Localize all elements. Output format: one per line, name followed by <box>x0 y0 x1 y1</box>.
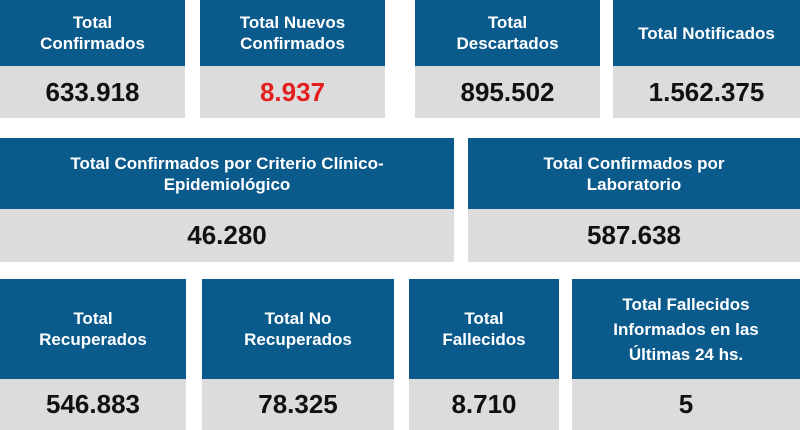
card-total-recuperados: Total Recuperados 546.883 <box>0 279 186 430</box>
card-confirmados-criterio-clinico: Total Confirmados por Criterio Clínico- … <box>0 138 454 262</box>
card-label: Total Recuperados <box>39 309 147 349</box>
card-header: Total Nuevos Confirmados <box>200 0 385 66</box>
card-value: 1.562.375 <box>613 66 800 118</box>
card-label: Total Fallecidos Informados en las Últim… <box>613 294 759 364</box>
card-header: Total Confirmados por Criterio Clínico- … <box>0 138 454 209</box>
card-fallecidos-ultimas-24hs: Total Fallecidos Informados en las Últim… <box>572 279 800 430</box>
card-header: Total No Recuperados <box>202 279 394 379</box>
card-total-descartados: Total Descartados 895.502 <box>415 0 600 118</box>
card-header: Total Fallecidos Informados en las Últim… <box>572 279 800 379</box>
card-header: Total Recuperados <box>0 279 186 379</box>
card-confirmados-laboratorio: Total Confirmados por Laboratorio 587.63… <box>468 138 800 262</box>
card-label: Total No Recuperados <box>244 309 352 349</box>
card-value: 587.638 <box>468 209 800 262</box>
card-value: 78.325 <box>202 379 394 430</box>
card-label: Total Confirmados <box>40 13 145 53</box>
card-label: Total Descartados <box>456 13 559 53</box>
card-value: 546.883 <box>0 379 186 430</box>
card-header: Total Notificados <box>613 0 800 66</box>
card-value: 8.937 <box>200 66 385 118</box>
card-label: Total Confirmados por Criterio Clínico- … <box>70 153 384 194</box>
card-total-confirmados: Total Confirmados 633.918 <box>0 0 185 118</box>
card-header: Total Confirmados <box>0 0 185 66</box>
card-label: Total Confirmados por Laboratorio <box>543 153 725 194</box>
card-value: 895.502 <box>415 66 600 118</box>
card-label: Total Nuevos Confirmados <box>239 13 346 53</box>
card-header: Total Fallecidos <box>409 279 559 379</box>
card-total-notificados: Total Notificados 1.562.375 <box>613 0 800 118</box>
card-value: 8.710 <box>409 379 559 430</box>
card-value: 46.280 <box>0 209 454 262</box>
card-value: 5 <box>572 379 800 430</box>
card-total-nuevos-confirmados: Total Nuevos Confirmados 8.937 <box>200 0 385 118</box>
card-header: Total Descartados <box>415 0 600 66</box>
card-total-no-recuperados: Total No Recuperados 78.325 <box>202 279 394 430</box>
card-header: Total Confirmados por Laboratorio <box>468 138 800 209</box>
card-total-fallecidos: Total Fallecidos 8.710 <box>409 279 559 430</box>
card-label: Total Notificados <box>638 23 775 43</box>
card-value: 633.918 <box>0 66 185 118</box>
card-label: Total Fallecidos <box>442 309 526 349</box>
